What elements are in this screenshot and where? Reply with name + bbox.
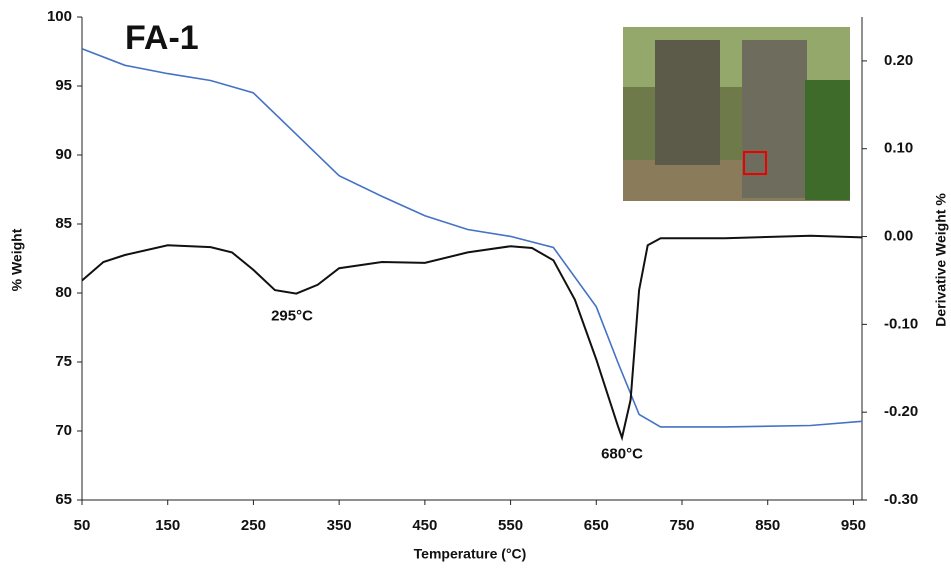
x-tick-label: 950 [841,517,866,534]
y-tick-label: 75 [55,353,72,370]
y-tick-label: 65 [55,491,72,508]
y-tick-label: 70 [55,422,72,439]
y2-tick-label: -0.10 [884,315,918,332]
x-tick-label: 750 [669,517,694,534]
annotation: 680°C [601,445,643,462]
y2-axis-label: Derivative Weight % [933,193,949,327]
series-line [81,234,863,442]
y-tick-label: 80 [55,284,72,301]
x-tick-label: 50 [74,517,91,534]
x-tick-label: 850 [755,517,780,534]
y2-tick-label: -0.30 [884,491,918,508]
series-line [81,47,863,428]
y2-tick-label: -0.20 [884,403,918,420]
y-tick-label: 90 [55,146,72,163]
y-tick-label: 95 [55,77,72,94]
x-tick-label: 450 [412,517,437,534]
inset-photo [623,27,850,201]
x-tick-label: 650 [584,517,609,534]
y2-tick-label: 0.00 [884,228,913,245]
x-axis-label: Temperature (°C) [414,546,527,562]
y-tick-label: 85 [55,215,72,232]
annotation: 295°C [271,307,313,324]
y2-tick-label: 0.10 [884,140,913,157]
chart-title: FA-1 [125,19,199,57]
y-axis-label: % Weight [9,228,25,291]
x-tick-label: 250 [241,517,266,534]
x-tick-label: 350 [327,517,352,534]
y2-tick-label: 0.20 [884,52,913,69]
x-tick-label: 550 [498,517,523,534]
y-tick-label: 100 [47,8,72,25]
x-tick-label: 150 [155,517,180,534]
